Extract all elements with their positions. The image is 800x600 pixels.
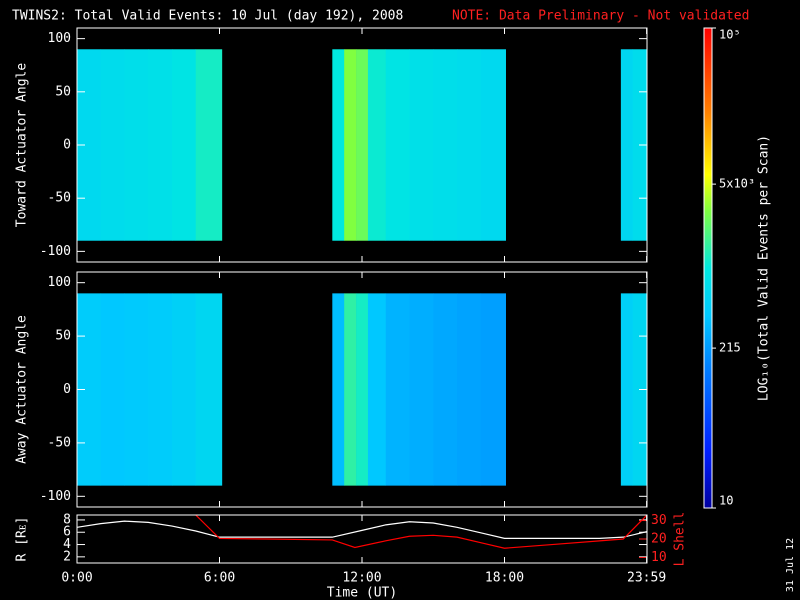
y-tick-label: 0 <box>63 382 71 397</box>
y2-tick-label: 10 <box>651 550 667 565</box>
heatmap-cell <box>332 49 345 241</box>
heatmap-cell <box>356 293 369 486</box>
heatmap-cell <box>148 49 173 241</box>
colorbar-tick-label: 215 <box>719 341 741 355</box>
heatmap-cell <box>385 293 410 486</box>
y-tick-label: -50 <box>48 435 71 450</box>
x-tick-label: 0:00 <box>61 571 92 586</box>
heatmap-cell <box>367 293 387 486</box>
heatmap-cell <box>344 293 357 486</box>
y-tick-label: 8 <box>63 512 71 527</box>
heatmap-cell <box>480 293 506 486</box>
heatmap-cell <box>124 49 149 241</box>
heatmap-cell <box>457 49 482 241</box>
x-tick-label: 12:00 <box>342 571 381 586</box>
colorbar-tick-label: 10⁵ <box>719 28 741 42</box>
heatmap-cell <box>195 49 223 241</box>
y-tick-label: 50 <box>55 84 71 99</box>
colorbar-label: LOG₁₀(Total Valid Events per Scan) <box>757 135 772 401</box>
y-tick-label: 100 <box>48 275 71 290</box>
heatmap-cell <box>385 49 410 241</box>
heatmap-cell <box>356 49 369 241</box>
x-axis-label: Time (UT) <box>327 586 397 600</box>
heatmap-cell <box>367 49 387 241</box>
y-axis-label: Toward Actuator Angle <box>15 63 30 228</box>
y-axis-label: Away Actuator Angle <box>15 315 30 464</box>
line-series <box>195 515 647 549</box>
y-tick-label: 2 <box>63 549 71 564</box>
colorbar-tick-label: 10 <box>719 494 733 508</box>
y-tick-label: -50 <box>48 191 71 206</box>
y-tick-label: 50 <box>55 329 71 344</box>
heatmap-cell <box>332 293 345 486</box>
x-tick-label: 6:00 <box>204 571 235 586</box>
heatmap-cell <box>480 49 506 241</box>
y-tick-label: 4 <box>63 537 71 552</box>
side-label: 31 Jul 12 <box>785 538 796 592</box>
heatmap-cell <box>195 293 223 486</box>
heatmap-cell <box>100 49 125 241</box>
x-tick-label: 18:00 <box>485 571 524 586</box>
title: TWINS2: Total Valid Events: 10 Jul (day … <box>12 9 403 24</box>
y2-axis-label: L Shell <box>673 512 688 567</box>
y-tick-label: 6 <box>63 525 71 540</box>
y2-tick-label: 30 <box>651 513 667 528</box>
heatmap-cell <box>620 293 634 486</box>
heatmap-cell <box>433 49 458 241</box>
colorbar <box>703 27 713 509</box>
heatmap-cell <box>433 293 458 486</box>
y-tick-label: 0 <box>63 138 71 153</box>
line-series <box>77 520 647 539</box>
y-tick-label: -100 <box>40 244 71 259</box>
heatmap-cell <box>344 49 357 241</box>
y-axis-label: R [Rᴇ] <box>15 517 30 562</box>
heatmap-cell <box>620 49 634 241</box>
note: NOTE: Data Preliminary - Not validated <box>452 9 749 24</box>
heatmap-cell <box>148 293 173 486</box>
heatmap-cell <box>100 293 125 486</box>
heatmap-cell <box>124 293 149 486</box>
heatmap-cell <box>409 293 434 486</box>
y-tick-label: 100 <box>48 31 71 46</box>
x-tick-label: 23:59 <box>627 571 666 586</box>
heatmap-cell <box>457 293 482 486</box>
colorbar-tick-label: 5x10³ <box>719 177 755 191</box>
heatmap-cell <box>409 49 434 241</box>
heatmap-cell <box>172 293 197 486</box>
heatmap-cell <box>172 49 197 241</box>
y-tick-label: -100 <box>40 489 71 504</box>
y2-tick-label: 20 <box>651 532 667 547</box>
